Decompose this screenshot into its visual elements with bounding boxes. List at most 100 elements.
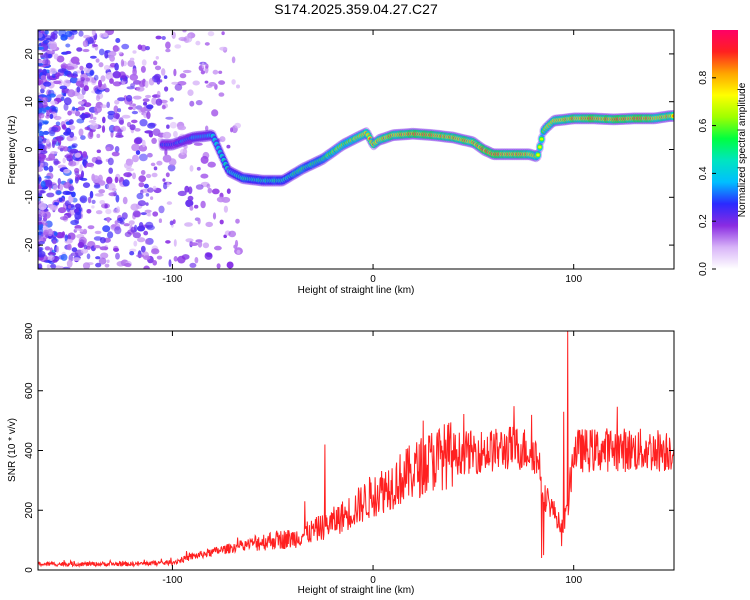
noise-blob <box>46 192 55 198</box>
noise-blob <box>68 119 74 125</box>
noise-blob <box>143 101 148 106</box>
noise-blob <box>38 129 41 134</box>
noise-blob <box>48 153 56 161</box>
noise-blob <box>145 193 150 197</box>
noise-blob <box>54 106 59 114</box>
noise-blob <box>143 183 149 189</box>
noise-blob <box>126 86 135 90</box>
noise-blob <box>86 253 91 260</box>
noise-blob <box>138 144 148 152</box>
noise-blob <box>112 81 122 87</box>
noise-blob <box>98 62 104 68</box>
noise-blob <box>139 189 144 195</box>
noise-blob <box>82 159 87 167</box>
noise-blob <box>63 97 72 106</box>
noise-blob <box>95 256 101 260</box>
y-tick-label: 0 <box>24 146 35 152</box>
noise-blob <box>138 80 146 88</box>
noise-blob <box>98 79 102 88</box>
noise-blob <box>104 263 110 268</box>
noise-blob <box>82 228 88 235</box>
noise-blob <box>146 111 151 120</box>
noise-blob <box>91 30 96 36</box>
noise-blob <box>71 247 78 253</box>
noise-blob <box>134 136 143 144</box>
noise-blob <box>91 205 95 209</box>
noise-blob <box>38 62 44 66</box>
noise-blob <box>65 66 75 70</box>
noise-blob <box>45 138 50 145</box>
noise-blob <box>180 38 187 42</box>
noise-blob <box>205 221 213 228</box>
noise-blob <box>80 248 89 254</box>
noise-blob <box>49 41 57 49</box>
noise-blob <box>103 64 110 71</box>
noise-blob <box>118 71 126 79</box>
noise-blob <box>200 200 206 209</box>
noise-blob <box>195 100 203 106</box>
noise-blob <box>50 151 58 155</box>
noise-blob <box>161 68 166 76</box>
noise-blob <box>66 259 73 268</box>
noise-blob <box>136 225 146 232</box>
noise-blob <box>88 120 97 123</box>
noise-blob <box>115 38 121 43</box>
noise-blob <box>53 115 62 121</box>
noise-blob <box>223 205 228 213</box>
snr-panel: -100 0 100 0 200 400 600 800 Height of straight… <box>7 322 675 596</box>
noise-blob <box>183 144 188 150</box>
noise-blob <box>46 264 51 269</box>
noise-blob <box>78 30 84 37</box>
noise-blob <box>113 105 119 113</box>
noise-blob <box>74 177 79 184</box>
noise-blob <box>43 81 52 87</box>
noise-blob <box>99 237 106 244</box>
noise-blob <box>132 154 139 163</box>
noise-blob <box>44 175 51 179</box>
noise-blob <box>80 77 85 82</box>
noise-blob <box>38 176 42 182</box>
noise-blob <box>49 105 57 109</box>
colorbar-gradient <box>712 30 738 269</box>
noise-blob <box>52 184 58 191</box>
noise-blob <box>138 182 145 188</box>
noise-blob <box>119 119 124 125</box>
noise-blob <box>151 172 158 178</box>
noise-blob <box>109 78 114 84</box>
noise-blob <box>177 255 186 264</box>
noise-blob <box>156 90 161 99</box>
noise-blob <box>38 202 47 210</box>
noise-blob <box>141 59 147 66</box>
noise-blob <box>48 165 54 173</box>
noise-blob <box>75 80 84 87</box>
noise-blob <box>212 212 217 220</box>
noise-blob <box>68 160 77 167</box>
noise-blob <box>166 124 170 129</box>
noise-blob <box>148 131 154 138</box>
noise-blob <box>72 71 78 77</box>
noise-blob <box>132 232 141 239</box>
noise-blob <box>105 71 114 80</box>
noise-blob <box>197 240 203 248</box>
noise-blob <box>204 252 213 260</box>
noise-blob <box>67 110 72 116</box>
noise-blob <box>204 80 209 84</box>
colorbar-tick-label: 0.4 <box>698 166 709 180</box>
noise-blob <box>173 239 177 247</box>
noise-blob <box>83 244 88 250</box>
noise-blob <box>162 178 166 182</box>
x-tick-label: 0 <box>370 575 376 586</box>
noise-blob <box>123 223 130 227</box>
noise-blob <box>189 262 197 268</box>
noise-blob <box>132 210 141 218</box>
noise-blob <box>216 196 225 203</box>
noise-blob <box>55 121 61 126</box>
noise-blob <box>76 47 83 52</box>
noise-blob <box>207 187 213 194</box>
noise-blob <box>52 141 57 145</box>
noise-blob <box>82 262 91 269</box>
noise-blob <box>38 235 43 240</box>
noise-blob <box>105 146 111 152</box>
noise-blob <box>42 231 49 240</box>
noise-blob <box>50 126 59 132</box>
